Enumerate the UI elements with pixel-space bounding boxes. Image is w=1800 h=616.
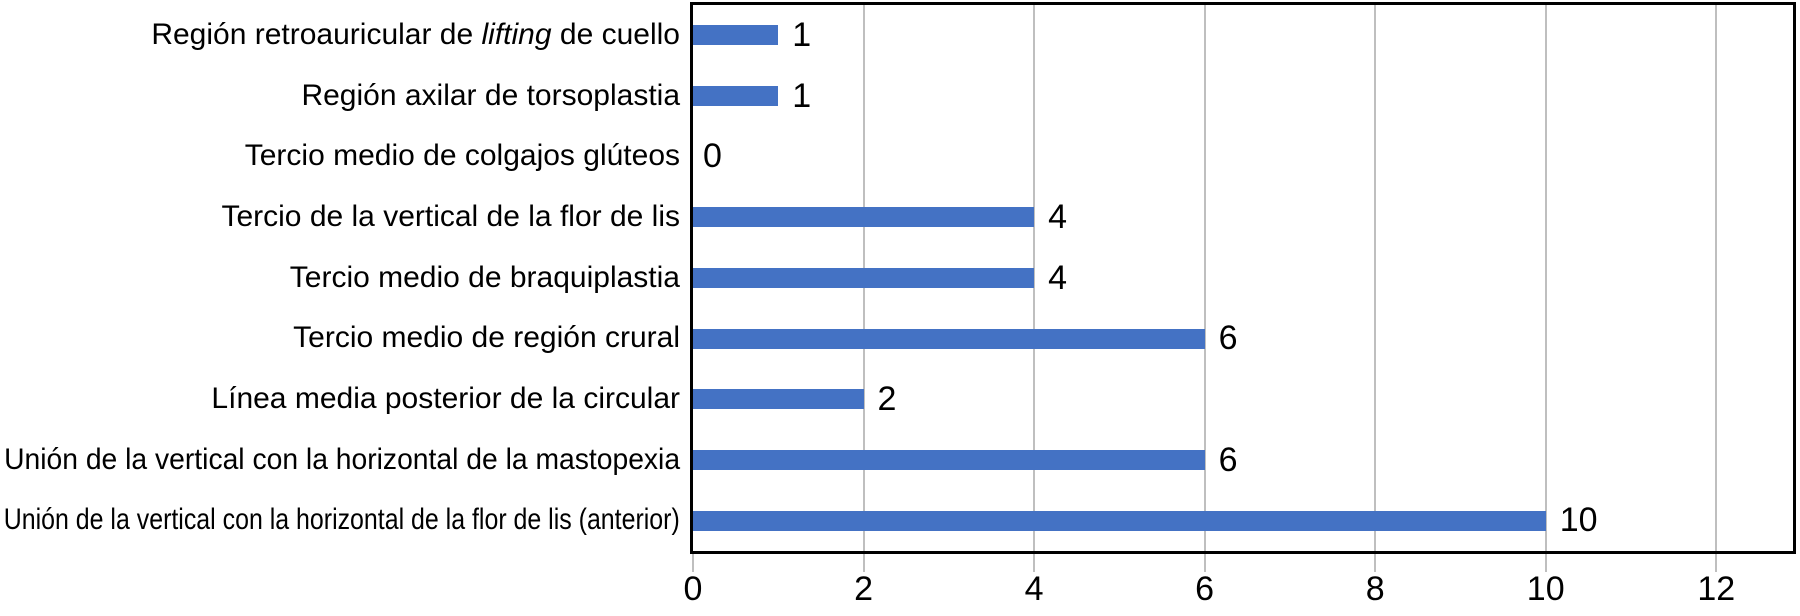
bar	[693, 86, 779, 106]
category-label: Línea media posterior de la circular	[211, 369, 680, 430]
x-axis-tick-label: 12	[1697, 570, 1736, 608]
category-label-text: Tercio medio de región crural	[293, 321, 680, 355]
x-axis-tick	[1033, 554, 1036, 572]
x-axis-tick-label: 2	[854, 570, 873, 608]
x-axis-tick-label: 0	[683, 570, 703, 608]
value-label: 10	[1559, 501, 1598, 540]
x-axis-tick-label: 8	[1365, 570, 1385, 608]
value-label: 2	[877, 380, 897, 418]
gridline	[1544, 5, 1547, 551]
value-label: 4	[1048, 198, 1067, 236]
category-label-text: Línea media posterior de la circular	[211, 382, 680, 415]
gridline	[1374, 5, 1377, 551]
gridline	[1715, 5, 1718, 551]
x-axis-tick-label: 4	[1024, 570, 1044, 608]
category-label-text: Unión de la vertical con la horizontal d…	[4, 442, 680, 476]
bar	[693, 389, 864, 410]
value-label: 4	[1048, 258, 1067, 297]
category-label: Tercio de la vertical de la flor de lis	[221, 187, 680, 248]
x-axis-tick	[1203, 554, 1206, 572]
category-label: Tercio medio de colgajos glúteos	[245, 126, 680, 187]
category-label-text: Tercio de la vertical de la flor de lis	[221, 200, 680, 233]
value-label: 0	[703, 137, 722, 176]
category-label: Unión de la vertical con la horizontal d…	[0, 490, 680, 551]
bar	[693, 450, 1205, 470]
category-label: Región axilar de torsoplastia	[301, 66, 680, 127]
x-axis-tick	[862, 554, 865, 572]
category-label: Tercio medio de braquiplastia	[290, 248, 680, 309]
x-axis-tick	[692, 554, 694, 572]
x-axis-tick	[1544, 554, 1547, 572]
gridline	[1033, 5, 1036, 551]
bar	[693, 25, 779, 46]
bar	[693, 268, 1035, 288]
category-label-text: Tercio medio de colgajos glúteos	[244, 139, 680, 173]
x-axis-tick	[1374, 554, 1377, 572]
category-label-text: Región retroauricular de lifting de cuel…	[151, 18, 680, 51]
category-label: Tercio medio de región crural	[293, 308, 680, 369]
category-label: Unión de la vertical con la horizontal d…	[0, 430, 680, 491]
value-label: 6	[1218, 319, 1238, 358]
category-label-text: Región axilar de torsoplastia	[301, 78, 680, 112]
category-label: Región retroauricular de lifting de cuel…	[151, 5, 680, 66]
category-label-text: Unión de la vertical con la horizontal d…	[4, 503, 680, 537]
value-label: 1	[792, 16, 812, 54]
gridline	[1203, 5, 1206, 551]
x-axis-tick	[1715, 554, 1718, 572]
bar	[693, 510, 1546, 531]
x-axis-tick-label: 10	[1526, 570, 1565, 608]
bar	[693, 207, 1035, 228]
value-label: 6	[1218, 440, 1238, 479]
bar	[693, 328, 1205, 349]
value-label: 1	[792, 76, 812, 115]
x-axis-tick-label: 6	[1195, 570, 1215, 608]
category-label-text: Tercio medio de braquiplastia	[289, 260, 680, 294]
plot-area	[690, 2, 1796, 554]
